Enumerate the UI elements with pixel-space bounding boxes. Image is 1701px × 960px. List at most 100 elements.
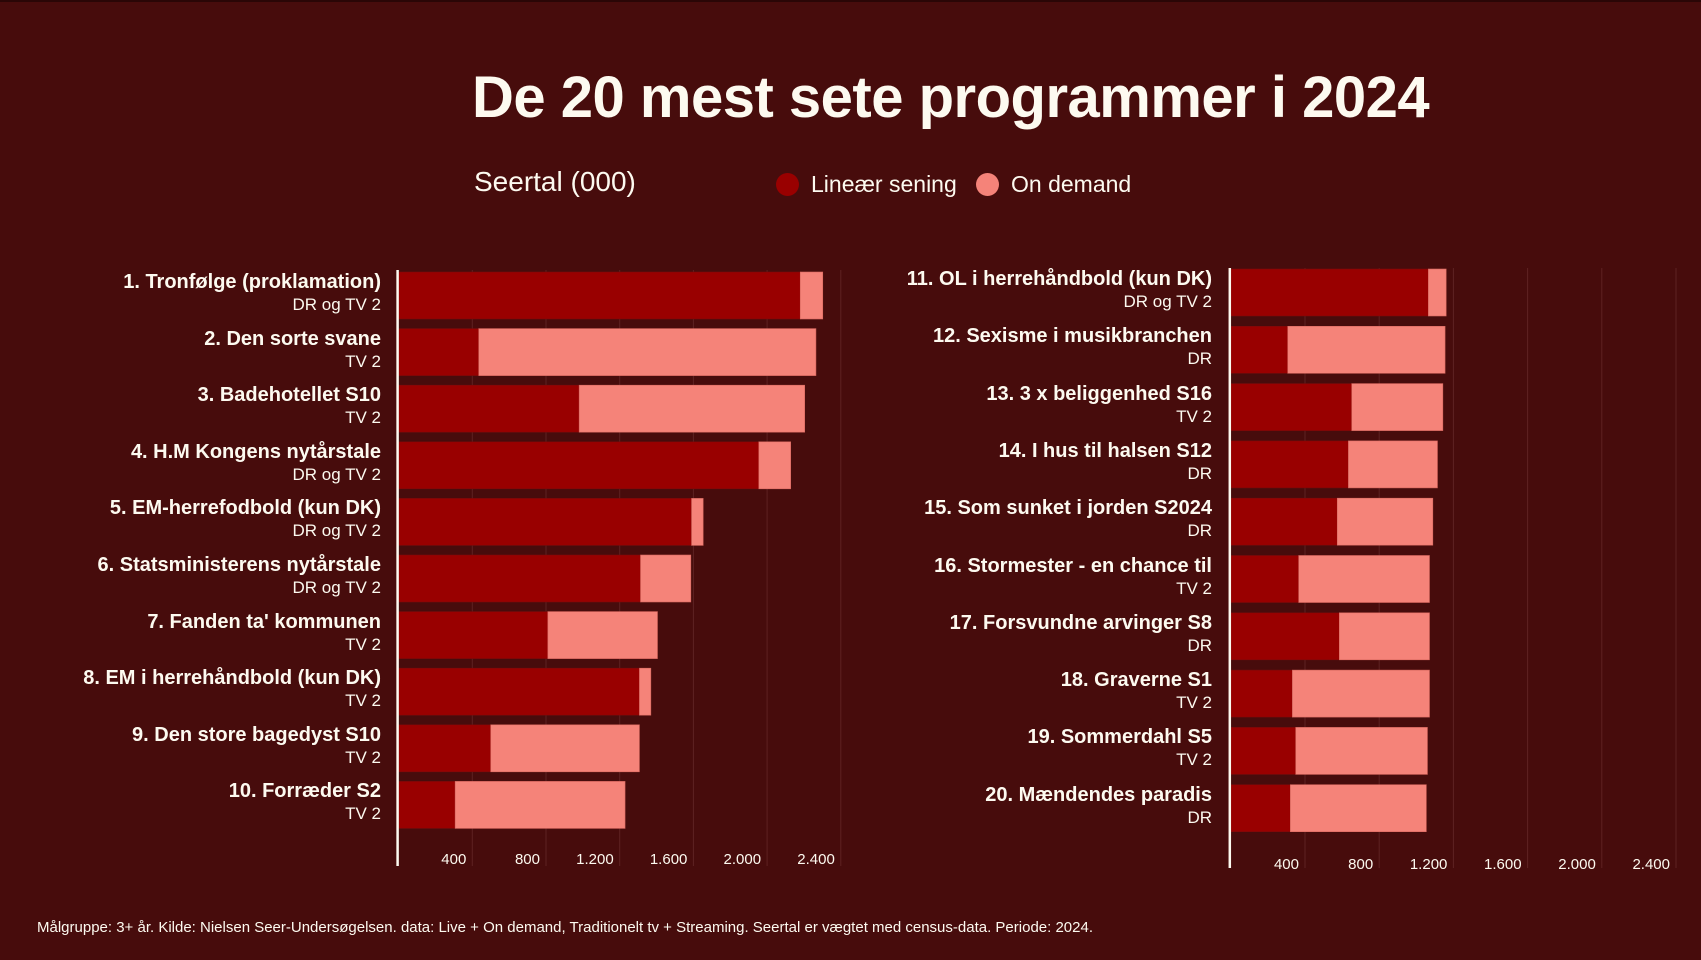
channel-name: DR og TV 2	[292, 578, 381, 597]
channel-name: TV 2	[1176, 578, 1212, 598]
channel-name: DR	[1187, 521, 1212, 541]
legend-label-on-demand: On demand	[1011, 171, 1132, 197]
channel-name: TV 2	[1176, 693, 1212, 713]
bar-linear	[398, 441, 760, 490]
channel-name: TV 2	[345, 691, 381, 711]
bar-on-demand	[1287, 325, 1446, 374]
channel-name: TV 2	[345, 351, 381, 371]
category-label: 17. Forsvundne arvinger S8 DR	[950, 611, 1212, 657]
x-tick-label: 400	[1274, 856, 1299, 873]
program-name: 9. Den store bagedyst S10	[132, 723, 381, 746]
program-name: 7. Fanden ta' kommunen	[147, 610, 381, 633]
program-name: 18. Graverne S1	[1060, 669, 1212, 692]
bar-on-demand	[547, 611, 658, 659]
category-label: 10. Forræder S2 TV 2	[229, 779, 381, 825]
bar-linear	[1230, 440, 1349, 489]
channel-name: TV 2	[1176, 750, 1212, 770]
bar-linear	[1230, 669, 1293, 718]
channel-name: DR og TV 2	[292, 464, 381, 484]
category-label: 13. 3 x beliggenhed S16 TV 2	[986, 382, 1212, 428]
program-name: 11. OL i herrehåndbold (kun DK)	[906, 268, 1212, 290]
bar-on-demand	[1351, 383, 1444, 431]
bar-linear	[1230, 325, 1289, 374]
program-name: 16. Stormester - en chance til	[934, 554, 1212, 577]
program-name: 6. Statsministerens nytårstale	[97, 554, 381, 576]
legend-item-linear: Lineær sening	[776, 171, 957, 198]
category-label: 15. Som sunket i jorden S2024 DR	[924, 496, 1212, 542]
category-label: 1. Tronfølge (proklamation) DR og TV 2	[123, 270, 381, 316]
x-tick-label: 2.400	[797, 851, 835, 868]
bar-linear	[398, 498, 692, 546]
bar-on-demand	[454, 781, 626, 829]
channel-name: TV 2	[345, 408, 381, 428]
bar-on-demand	[1292, 669, 1430, 718]
bar-linear	[398, 554, 641, 603]
bar-linear	[398, 271, 801, 320]
x-tick-label: 1.200	[576, 851, 614, 868]
channel-name: DR	[1187, 807, 1212, 827]
bar-on-demand	[578, 384, 805, 433]
category-label: 2. Den sorte svane TV 2	[204, 327, 381, 373]
bar-on-demand	[799, 271, 824, 320]
program-name: 3. Badehotellet S10	[197, 384, 381, 407]
legend-dot-linear	[776, 173, 799, 196]
category-label: 9. Den store bagedyst S10 TV 2	[132, 723, 381, 769]
channel-name: DR og TV 2	[1123, 292, 1212, 311]
program-name: 2. Den sorte svane	[204, 327, 381, 350]
top-border	[0, 0, 1701, 2]
channel-name: TV 2	[1176, 406, 1212, 426]
category-label: 14. I hus til halsen S12 DR	[999, 439, 1212, 485]
bar-on-demand	[1336, 497, 1434, 546]
bar-on-demand	[478, 328, 817, 376]
channel-name: DR og TV 2	[292, 295, 381, 314]
bar-linear	[398, 724, 492, 773]
bar-on-demand	[639, 667, 652, 716]
program-name: 13. 3 x beliggenhed S16	[986, 382, 1212, 405]
channel-name: DR	[1187, 463, 1212, 483]
bar-on-demand	[490, 724, 640, 773]
x-tick-label: 1.600	[650, 851, 688, 868]
program-name: 10. Forræder S2	[228, 780, 381, 803]
program-name: 17. Forsvundne arvinger S8	[949, 611, 1212, 634]
category-label: 5. EM-herrefodbold (kun DK) DR og TV 2	[110, 496, 381, 542]
program-name: 19. Sommerdahl S5	[1027, 726, 1212, 749]
bar-on-demand	[1295, 727, 1428, 775]
bar-on-demand	[758, 441, 791, 490]
bar-on-demand	[1348, 440, 1438, 489]
bar-on-demand	[1290, 784, 1427, 833]
legend-item-on-demand: On demand	[976, 171, 1131, 198]
channel-name: TV 2	[345, 634, 381, 654]
category-label: 11. OL i herrehåndbold (kun DK) DR og TV …	[907, 267, 1212, 313]
program-name: 12. Sexisme i musikbranchen	[932, 325, 1212, 348]
bar-linear	[1230, 497, 1338, 546]
category-label: 16. Stormester - en chance til TV 2	[934, 554, 1212, 600]
category-label: 12. Sexisme i musikbranchen DR	[933, 324, 1212, 370]
bar-linear	[1230, 268, 1429, 317]
bar-on-demand	[1298, 555, 1430, 603]
category-label: 8. EM i herrehåndbold (kun DK) TV 2	[83, 666, 381, 712]
channel-name: DR	[1187, 349, 1212, 369]
program-name: 20. Mændendes paradis	[985, 783, 1212, 806]
bar-linear	[398, 328, 480, 376]
category-label: 4. H.M Kongens nytårstale DR og TV 2	[131, 440, 381, 486]
chart-title: De 20 mest sete programmer i 2024	[472, 65, 1430, 130]
bar-linear	[1230, 383, 1353, 431]
x-tick-label: 2.000	[1558, 856, 1596, 873]
program-name: 4. H.M Kongens nytårstale	[130, 440, 381, 463]
bar-linear	[1230, 555, 1299, 603]
category-label: 19. Sommerdahl S5 TV 2	[1027, 725, 1212, 771]
bar-linear	[1230, 727, 1297, 775]
bar-on-demand	[691, 498, 704, 546]
channel-name: TV 2	[345, 747, 381, 767]
legend-dot-on-demand	[976, 173, 999, 196]
bar-linear	[398, 781, 456, 829]
x-tick-label: 800	[515, 851, 540, 868]
category-label: 3. Badehotellet S10 TV 2	[198, 383, 381, 429]
bar-linear	[398, 667, 640, 716]
channel-name: TV 2	[345, 804, 381, 824]
chart-subtitle: Seertal (000)	[474, 166, 636, 197]
bar-on-demand	[1339, 612, 1430, 661]
category-label: 7. Fanden ta' kommunen TV 2	[147, 610, 381, 656]
bar-linear	[398, 384, 580, 433]
